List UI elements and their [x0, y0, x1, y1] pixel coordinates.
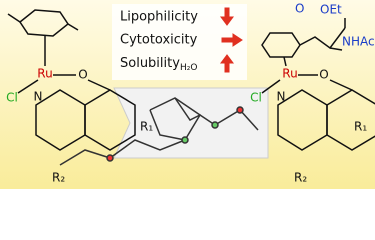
- bond: [7, 13, 21, 23]
- bond: [67, 23, 79, 31]
- ester: OEt: [320, 3, 342, 17]
- chloride: Cl: [6, 91, 18, 105]
- oxygen: O: [319, 68, 328, 82]
- metal: Ru: [282, 67, 297, 81]
- crystal-panel: [113, 87, 269, 159]
- oxygen: O: [78, 68, 87, 82]
- chain: [59, 139, 186, 166]
- left-structure: [7, 9, 136, 151]
- subscript: H₂O: [180, 63, 197, 73]
- property: Lipophilicity: [120, 10, 198, 25]
- atom: [106, 154, 114, 162]
- chain: [299, 27, 346, 50]
- metal: Ru: [37, 67, 52, 81]
- substituent: R₂: [52, 171, 65, 185]
- atom: [181, 136, 189, 144]
- chloride: Cl: [250, 91, 262, 105]
- property: SolubilityH₂O: [120, 56, 197, 73]
- crystal-structure: [59, 97, 259, 166]
- property: Solubility: [120, 56, 180, 71]
- bond: [17, 79, 39, 94]
- bond: [283, 56, 287, 67]
- ester-oxygen: O: [295, 2, 304, 16]
- bond: [329, 79, 353, 91]
- substituent: R₂: [294, 171, 307, 185]
- bond: [329, 47, 343, 51]
- arrow-right: [221, 37, 235, 43]
- right-structure: [261, 18, 375, 151]
- arrows: [220, 7, 243, 73]
- atom: [236, 106, 244, 114]
- chain: [174, 97, 259, 131]
- arrow-up: [220, 54, 234, 64]
- bond: [261, 79, 281, 94]
- nitrogen: N: [34, 90, 43, 104]
- amide: NHAc: [342, 35, 375, 49]
- arrow-down: [220, 16, 234, 26]
- substituent: R₁: [140, 120, 153, 134]
- arrow-right: [232, 33, 243, 47]
- graphical-abstract: Lipophilicity Cytotoxicity SolubilityH₂O…: [0, 0, 375, 189]
- nitrogen: N: [277, 90, 286, 104]
- substituent: R₁: [354, 120, 367, 134]
- bond: [87, 79, 111, 91]
- atom: [211, 121, 219, 129]
- property: Cytotoxicity: [120, 33, 198, 48]
- ring: [149, 97, 202, 141]
